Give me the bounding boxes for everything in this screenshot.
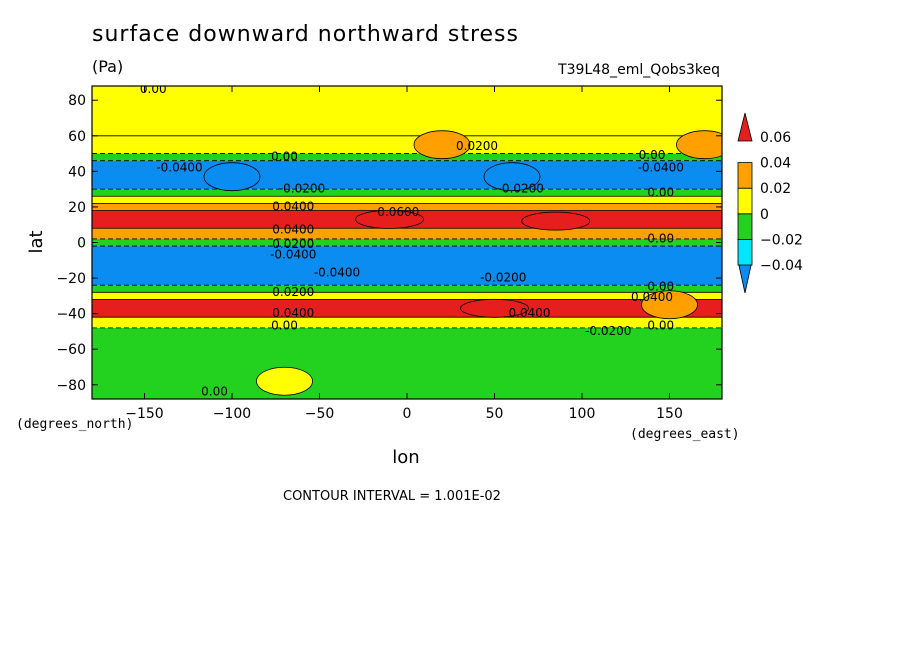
- contour-label-14: -0.0400: [314, 265, 360, 279]
- x-tick-label-0: −150: [125, 406, 163, 422]
- contour-label-19: 0.0400: [631, 290, 673, 304]
- colorbar-swatch-4: [737, 162, 753, 189]
- lat-band-12: [92, 292, 722, 300]
- colorbar-swatch-2: [737, 213, 753, 240]
- lat-band-2: [92, 153, 722, 161]
- field-feature-5: [203, 162, 261, 192]
- x-axis-label: lon: [392, 447, 419, 468]
- contour-label-8: 0.00: [647, 185, 674, 199]
- colorbar-label-1: −0.02: [760, 232, 803, 248]
- contour-label-5: -0.0400: [638, 160, 684, 174]
- contour-label-4: 0.00: [271, 150, 298, 164]
- lat-band-5: [92, 196, 722, 204]
- run-id-label: T39L48_eml_Qobs3keq: [558, 62, 720, 78]
- lat-band-9: [92, 238, 722, 247]
- contour-label-0: 0.00: [140, 82, 167, 96]
- contour-interval-note: CONTOUR INTERVAL = 1.001E-02: [283, 489, 501, 504]
- colorbar-swatch-1: [737, 238, 753, 266]
- contour-label-16: -0.0200: [480, 271, 526, 285]
- contour-label-22: 0.00: [271, 319, 298, 333]
- colorbar-top-arrow: [737, 112, 753, 142]
- lat-band-10: [92, 246, 722, 286]
- chart-title: surface downward northward stress: [92, 22, 519, 47]
- units-label: (Pa): [92, 57, 124, 76]
- contour-label-25: 0.00: [201, 384, 228, 398]
- contour-label-18: 0.0200: [272, 285, 314, 299]
- lat-band-1: [92, 135, 722, 154]
- stress-field: [92, 86, 722, 399]
- colorbar: −0.04 −0.02 0 0.02 0.04 0.06: [737, 112, 803, 294]
- x-axis-units: (degrees_east): [630, 427, 740, 442]
- y-tick-label-0: −80: [56, 378, 86, 394]
- colorbar-bottom-arrow: [737, 260, 753, 294]
- lat-band-6: [92, 203, 722, 211]
- contour-label-20: 0.0400: [272, 306, 314, 320]
- contour-label-21: 0.0400: [509, 306, 551, 320]
- field-feature-3: [413, 130, 471, 160]
- y-tick-label-7: 60: [68, 129, 86, 145]
- y-axis-label: lat: [26, 230, 47, 253]
- y-tick-label-8: 80: [68, 93, 86, 109]
- y-axis: −80 −60 −40 −20 0 20 40 60 80 lat (degrees_north): [16, 93, 722, 432]
- contour-label-15: 0.00: [647, 232, 674, 246]
- x-tick-label-5: 100: [569, 406, 596, 422]
- contour-label-11: 0.0400: [272, 223, 314, 237]
- contour-label-9: 0.0400: [272, 199, 314, 213]
- contour-label-12: 0.0200: [272, 237, 314, 251]
- lat-band-15: [92, 327, 722, 399]
- lat-band-4: [92, 189, 722, 197]
- x-tick-label-2: −50: [305, 406, 335, 422]
- field-feature-0: [355, 209, 424, 229]
- colorbar-label-2: 0: [760, 207, 769, 223]
- contour-label-17: 0.00: [647, 280, 674, 294]
- colorbar-label-3: 0.02: [760, 181, 791, 197]
- lat-band-8: [92, 228, 722, 239]
- contour-labels: 0.000.02000.00-0.04000.00-0.0400-0.0200-…: [140, 82, 684, 398]
- x-tick-label-1: −100: [213, 406, 251, 422]
- contour-label-7: -0.0200: [498, 182, 544, 196]
- y-tick-label-4: 0: [77, 236, 86, 252]
- y-tick-label-3: −20: [56, 271, 86, 287]
- contour-label-13: -0.0400: [270, 248, 316, 262]
- contour-label-24: -0.0200: [585, 324, 631, 338]
- field-feature-7: [641, 290, 698, 320]
- lat-band-14: [92, 317, 722, 328]
- x-axis: −150 −100 −50 0 50 100 150 lon (degrees_east): [125, 86, 740, 468]
- lat-band-3: [92, 160, 722, 190]
- x-tick-label-6: 150: [656, 406, 683, 422]
- field-feature-1: [460, 298, 529, 318]
- lat-band-13: [92, 299, 722, 318]
- x-tick-label-3: 0: [403, 406, 412, 422]
- contour-label-6: -0.0200: [279, 182, 325, 196]
- colorbar-label-5: 0.06: [760, 130, 791, 146]
- contour-label-10: 0.0600: [377, 205, 419, 219]
- contour-label-3: -0.0400: [156, 160, 202, 174]
- y-axis-units: (degrees_north): [16, 417, 133, 432]
- lat-band-11: [92, 285, 722, 293]
- colorbar-label-4: 0.04: [760, 156, 791, 172]
- lat-band-0: [92, 86, 722, 136]
- field-feature-2: [521, 211, 591, 231]
- field-feature-6: [483, 162, 541, 192]
- colorbar-label-0: −0.04: [760, 258, 803, 274]
- x-tick-label-4: 50: [486, 406, 504, 422]
- y-tick-label-1: −60: [56, 342, 86, 358]
- contour-label-2: 0.00: [639, 148, 666, 162]
- y-tick-label-2: −40: [56, 307, 86, 323]
- contour-label-23: 0.00: [647, 319, 674, 333]
- colorbar-swatch-3: [737, 187, 753, 215]
- contour-label-1: 0.0200: [456, 139, 498, 153]
- field-feature-8: [256, 366, 313, 396]
- field-feature-4: [676, 130, 722, 160]
- y-tick-label-5: 20: [68, 200, 86, 216]
- y-tick-label-6: 40: [68, 164, 86, 180]
